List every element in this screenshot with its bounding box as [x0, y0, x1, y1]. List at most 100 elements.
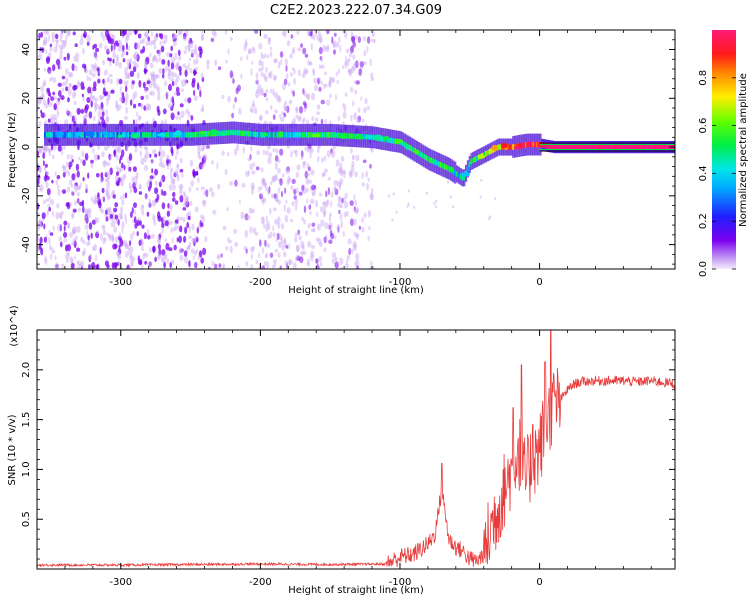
noise-speckle	[143, 146, 148, 150]
ridge-core	[557, 144, 560, 150]
colorbar-ticks: 0.00.20.40.60.8	[698, 70, 736, 277]
noise-speckle	[137, 102, 142, 107]
noise-speckle	[61, 75, 66, 80]
noise-speckle	[138, 80, 142, 88]
noise-speckle	[270, 181, 273, 186]
noise-speckle	[224, 30, 228, 35]
noise-speckle	[80, 33, 84, 41]
noise-speckle	[306, 258, 310, 265]
noise-speckle	[52, 113, 57, 121]
noise-speckle	[318, 64, 322, 69]
noise-speckle	[297, 69, 301, 77]
noise-speckle	[251, 245, 256, 251]
noise-speckle	[37, 220, 41, 228]
noise-speckle	[188, 44, 191, 52]
noise-speckle	[255, 78, 260, 85]
noise-speckle	[82, 251, 86, 257]
noise-speckle	[302, 160, 307, 166]
noise-speckle	[272, 114, 276, 120]
noise-speckle	[277, 61, 281, 69]
snr-x-label: Height of straight line (km)	[288, 585, 424, 596]
noise-speckle	[166, 52, 170, 57]
noise-speckle	[289, 218, 294, 223]
noise-speckle	[173, 244, 177, 251]
noise-speckle	[300, 240, 305, 249]
noise-speckle	[279, 113, 282, 119]
noise-speckle	[350, 36, 356, 42]
noise-speckle	[327, 187, 330, 196]
noise-speckle	[76, 107, 81, 115]
noise-speckle	[174, 52, 178, 61]
ridge-core	[287, 132, 290, 138]
noise-speckle	[68, 161, 73, 168]
noise-speckle	[255, 88, 260, 94]
noise-speckle	[202, 200, 206, 205]
noise-speckle	[263, 260, 267, 267]
noise-speckle	[143, 68, 148, 73]
noise-speckle	[72, 91, 76, 99]
noise-speckle	[170, 112, 175, 121]
noise-speckle	[66, 222, 71, 229]
ridge-core	[181, 132, 185, 138]
y-tick-label: 1.0	[21, 461, 32, 477]
noise-speckle	[108, 60, 112, 67]
noise-speckle	[60, 241, 63, 248]
noise-speckle	[425, 191, 428, 195]
noise-speckle	[67, 30, 71, 36]
ridge-core	[381, 136, 384, 142]
noise-speckle	[217, 254, 221, 259]
noise-speckle	[143, 87, 148, 93]
noise-speckle	[259, 239, 262, 247]
noise-speckle	[85, 217, 89, 224]
noise-speckle	[159, 156, 163, 163]
noise-speckle	[272, 177, 275, 182]
noise-speckle	[60, 95, 65, 101]
noise-speckle	[168, 159, 172, 167]
ridge-peak	[144, 132, 151, 138]
noise-speckle	[143, 105, 146, 111]
noise-speckle	[200, 147, 204, 152]
noise-speckle	[200, 72, 204, 80]
noise-speckle	[302, 47, 307, 55]
noise-speckle	[264, 53, 267, 59]
noise-speckle	[98, 201, 102, 209]
ridge-core	[207, 131, 210, 137]
noise-speckle	[267, 54, 270, 59]
noise-speckle	[123, 240, 128, 246]
noise-speckle	[353, 112, 358, 121]
ridge-core	[169, 132, 172, 138]
noise-speckle	[290, 150, 293, 158]
noise-speckle	[352, 54, 356, 60]
noise-speckle	[179, 115, 182, 121]
noise-speckle	[205, 189, 209, 198]
noise-speckle	[321, 201, 327, 206]
noise-speckle	[295, 106, 299, 113]
noise-speckle	[123, 30, 127, 35]
noise-speckle	[59, 224, 62, 232]
noise-speckle	[146, 228, 150, 237]
ridge-core	[227, 130, 230, 136]
noise-speckle	[270, 104, 273, 110]
noise-speckle	[273, 175, 277, 181]
noise-speckle	[120, 195, 123, 200]
noise-speckle	[488, 217, 491, 221]
noise-speckle	[118, 244, 121, 249]
noise-speckle	[178, 248, 182, 255]
ridge-core	[71, 132, 74, 138]
noise-speckle	[366, 36, 371, 44]
noise-speckle	[190, 115, 194, 121]
ridge-core	[127, 132, 130, 138]
ridge-core	[483, 152, 486, 158]
noise-speckle	[164, 65, 168, 72]
noise-speckle	[195, 187, 199, 192]
noise-speckle	[37, 235, 40, 243]
noise-speckle	[125, 106, 128, 115]
noise-speckle	[279, 51, 284, 58]
ridge-core	[82, 132, 85, 138]
noise-speckle	[251, 47, 254, 51]
noise-speckle	[255, 72, 259, 79]
noise-speckle	[298, 235, 302, 241]
noise-speckle	[84, 68, 89, 74]
noise-speckle	[132, 53, 137, 59]
noise-speckle	[195, 236, 199, 243]
